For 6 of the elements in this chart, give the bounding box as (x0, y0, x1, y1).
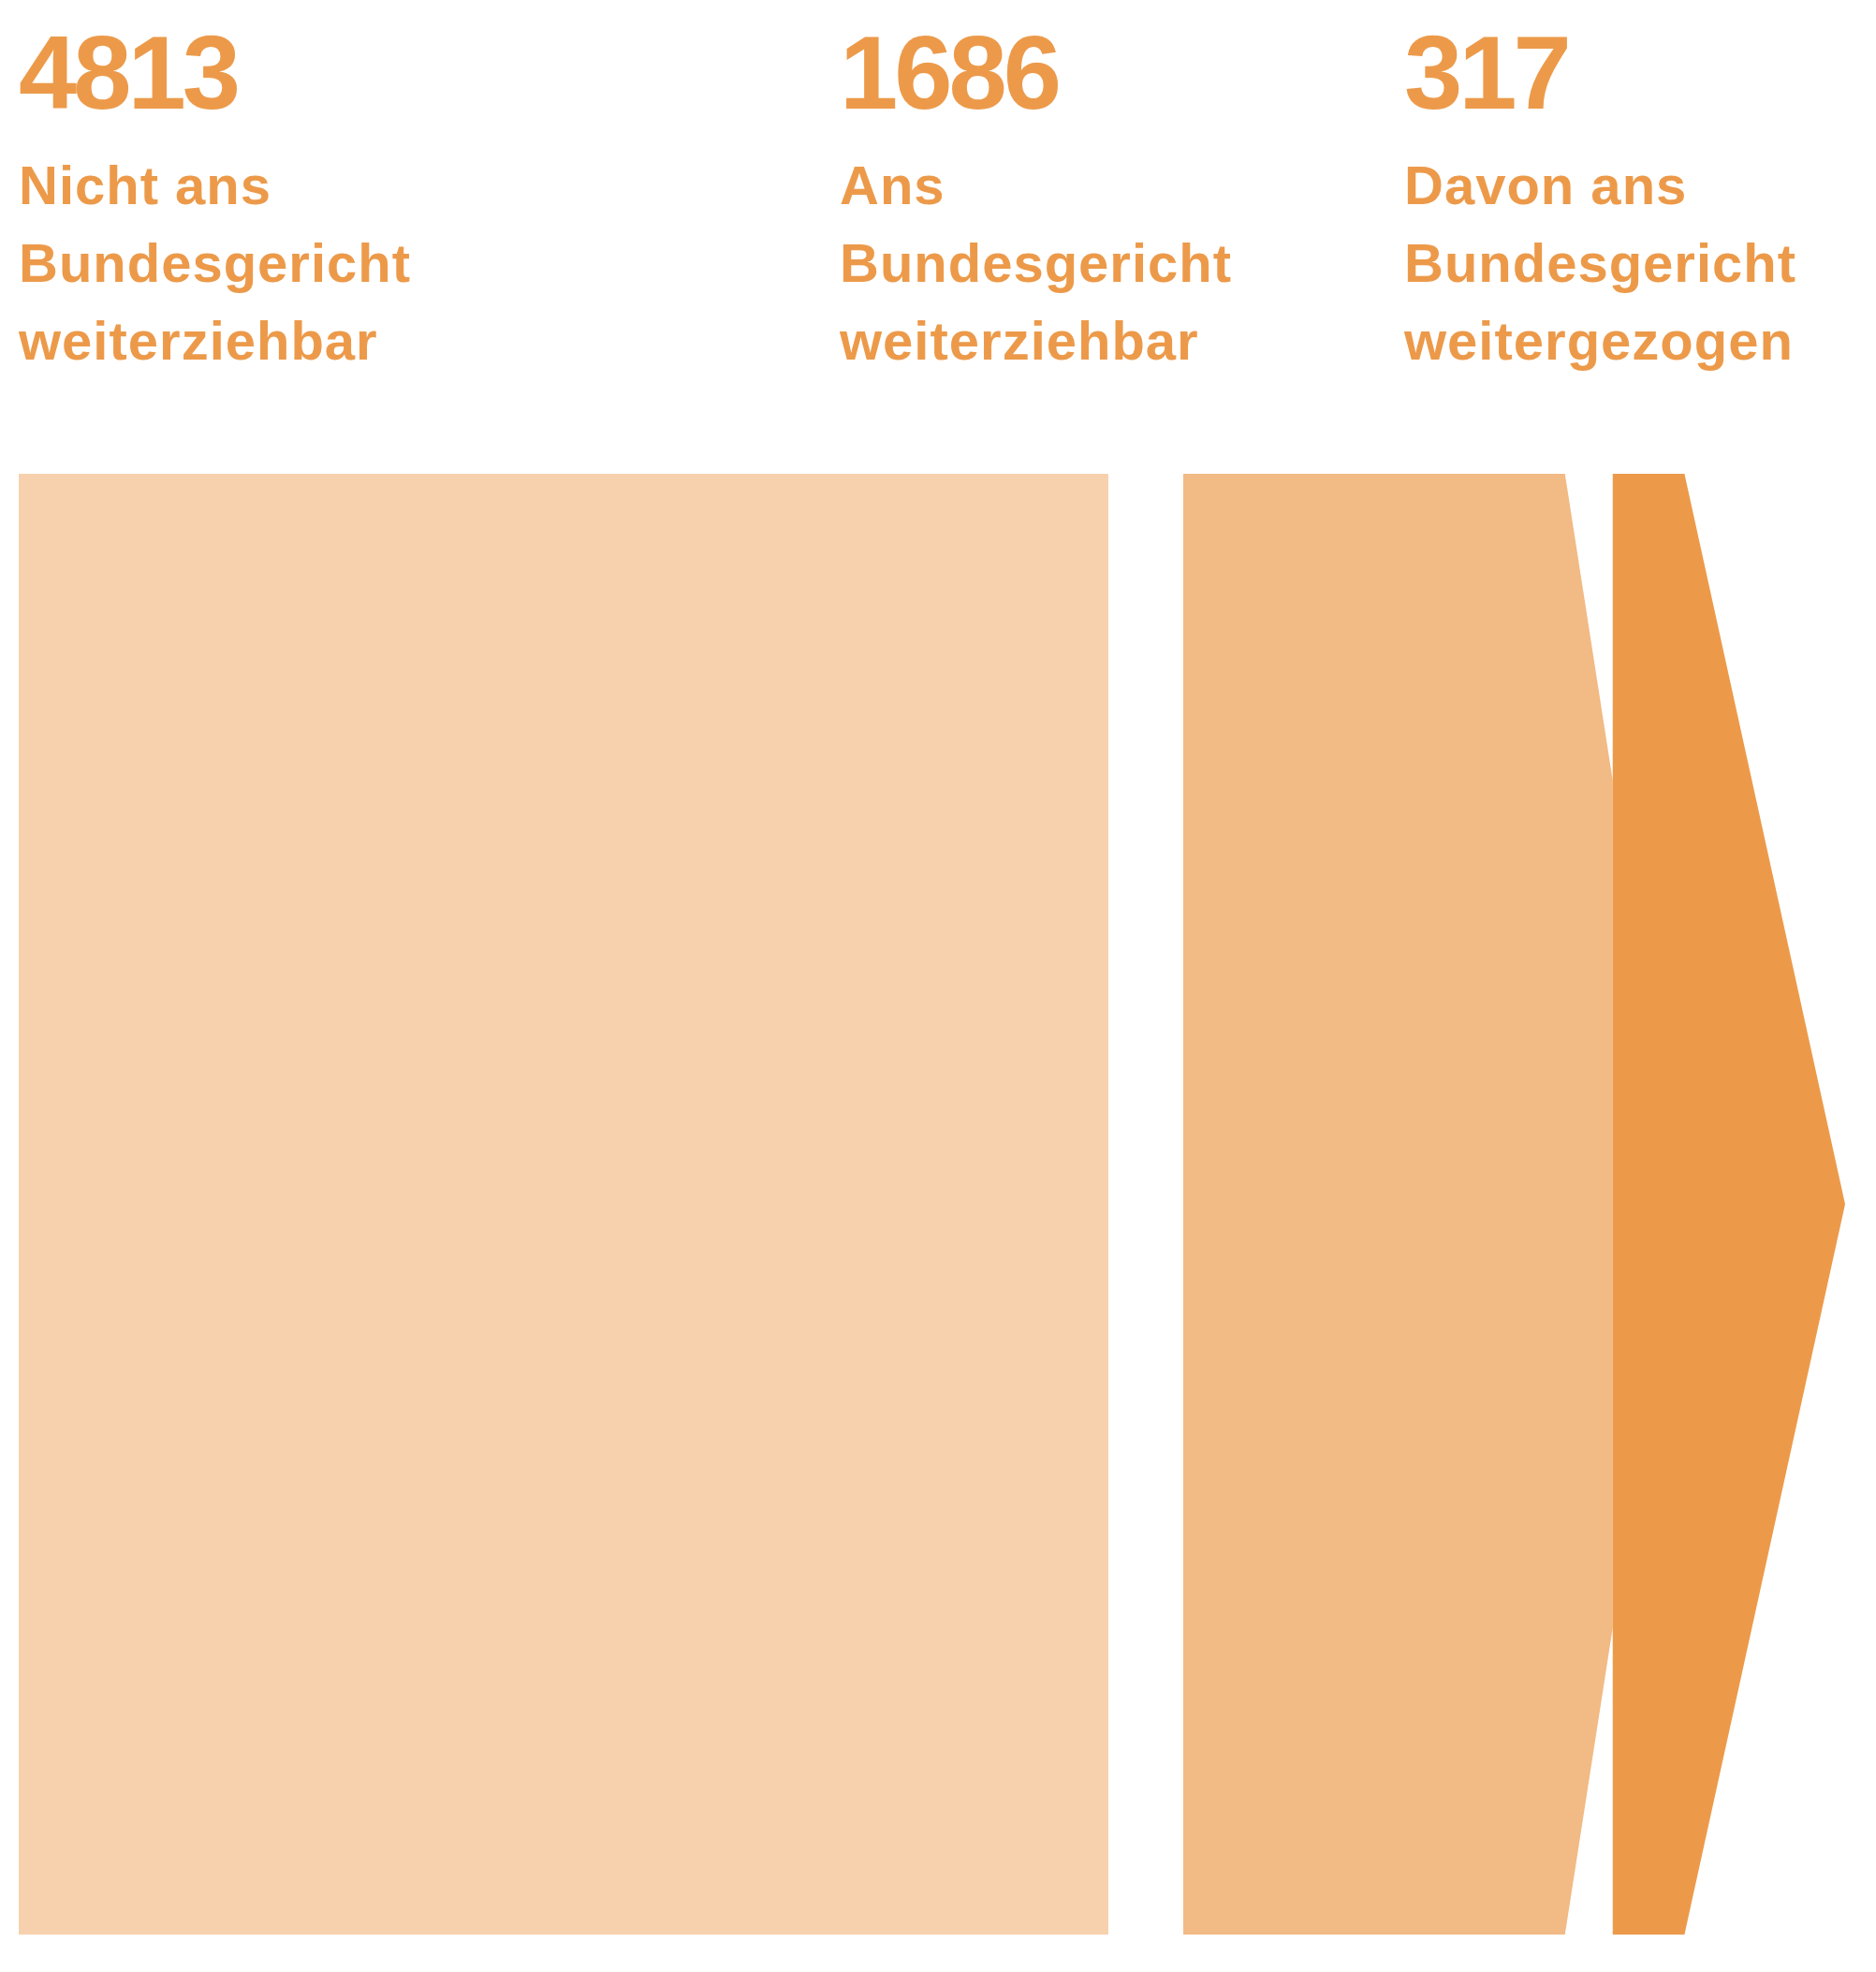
data-label: 4813 (19, 13, 239, 133)
category-label: Ans Bundesgericht weiterziehbar (840, 154, 1234, 373)
category-label: Nicht ans Bundesgericht weiterziehbar (19, 154, 413, 373)
data-label: 317 (1404, 13, 1569, 133)
data-label: 1686 (840, 13, 1060, 133)
category-label: Davon ans Bundesgericht weitergezogen (1404, 154, 1798, 373)
